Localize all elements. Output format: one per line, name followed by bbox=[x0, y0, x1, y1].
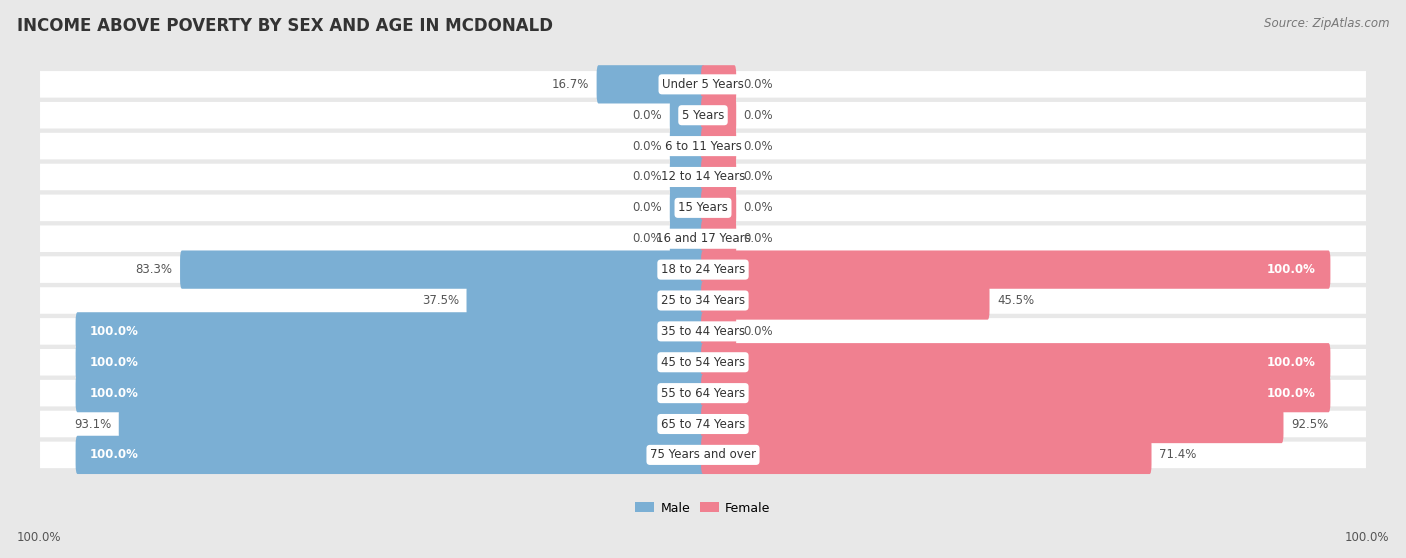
Text: 71.4%: 71.4% bbox=[1159, 449, 1197, 461]
FancyBboxPatch shape bbox=[596, 65, 704, 103]
FancyBboxPatch shape bbox=[702, 312, 737, 350]
FancyBboxPatch shape bbox=[39, 163, 1367, 190]
FancyBboxPatch shape bbox=[702, 251, 1330, 288]
Text: 16.7%: 16.7% bbox=[551, 78, 589, 91]
FancyBboxPatch shape bbox=[702, 220, 737, 258]
Text: Source: ZipAtlas.com: Source: ZipAtlas.com bbox=[1264, 17, 1389, 30]
FancyBboxPatch shape bbox=[39, 195, 1367, 221]
FancyBboxPatch shape bbox=[702, 158, 737, 196]
Text: 100.0%: 100.0% bbox=[17, 531, 62, 544]
Text: 37.5%: 37.5% bbox=[422, 294, 460, 307]
Text: 65 to 74 Years: 65 to 74 Years bbox=[661, 417, 745, 431]
Text: 100.0%: 100.0% bbox=[90, 387, 139, 400]
Text: 0.0%: 0.0% bbox=[633, 109, 662, 122]
FancyBboxPatch shape bbox=[702, 65, 737, 103]
Text: 0.0%: 0.0% bbox=[744, 325, 773, 338]
FancyBboxPatch shape bbox=[669, 189, 704, 227]
Text: 15 Years: 15 Years bbox=[678, 201, 728, 214]
Text: 0.0%: 0.0% bbox=[633, 201, 662, 214]
Text: 100.0%: 100.0% bbox=[90, 449, 139, 461]
FancyBboxPatch shape bbox=[39, 102, 1367, 128]
FancyBboxPatch shape bbox=[702, 96, 737, 134]
FancyBboxPatch shape bbox=[702, 405, 1284, 443]
FancyBboxPatch shape bbox=[467, 281, 704, 320]
Text: 12 to 14 Years: 12 to 14 Years bbox=[661, 171, 745, 184]
FancyBboxPatch shape bbox=[118, 405, 704, 443]
Text: 100.0%: 100.0% bbox=[90, 356, 139, 369]
FancyBboxPatch shape bbox=[702, 127, 737, 165]
FancyBboxPatch shape bbox=[76, 436, 704, 474]
FancyBboxPatch shape bbox=[39, 225, 1367, 252]
Text: 35 to 44 Years: 35 to 44 Years bbox=[661, 325, 745, 338]
FancyBboxPatch shape bbox=[76, 374, 704, 412]
Text: 100.0%: 100.0% bbox=[1267, 263, 1316, 276]
FancyBboxPatch shape bbox=[669, 158, 704, 196]
FancyBboxPatch shape bbox=[702, 189, 737, 227]
Text: 75 Years and over: 75 Years and over bbox=[650, 449, 756, 461]
FancyBboxPatch shape bbox=[76, 343, 704, 382]
Text: Under 5 Years: Under 5 Years bbox=[662, 78, 744, 91]
Text: 25 to 34 Years: 25 to 34 Years bbox=[661, 294, 745, 307]
FancyBboxPatch shape bbox=[702, 343, 1330, 382]
Text: 0.0%: 0.0% bbox=[744, 232, 773, 245]
Text: 0.0%: 0.0% bbox=[744, 78, 773, 91]
FancyBboxPatch shape bbox=[39, 349, 1367, 376]
Text: 45 to 54 Years: 45 to 54 Years bbox=[661, 356, 745, 369]
FancyBboxPatch shape bbox=[76, 312, 704, 350]
Text: 100.0%: 100.0% bbox=[1344, 531, 1389, 544]
Text: 0.0%: 0.0% bbox=[744, 201, 773, 214]
FancyBboxPatch shape bbox=[39, 411, 1367, 437]
Text: 0.0%: 0.0% bbox=[744, 109, 773, 122]
Text: 100.0%: 100.0% bbox=[90, 325, 139, 338]
FancyBboxPatch shape bbox=[39, 318, 1367, 345]
Text: 83.3%: 83.3% bbox=[135, 263, 173, 276]
FancyBboxPatch shape bbox=[39, 133, 1367, 160]
Text: 0.0%: 0.0% bbox=[633, 140, 662, 152]
Text: 45.5%: 45.5% bbox=[997, 294, 1033, 307]
FancyBboxPatch shape bbox=[39, 287, 1367, 314]
FancyBboxPatch shape bbox=[669, 220, 704, 258]
Text: 0.0%: 0.0% bbox=[744, 171, 773, 184]
FancyBboxPatch shape bbox=[702, 436, 1152, 474]
FancyBboxPatch shape bbox=[180, 251, 704, 288]
Text: 92.5%: 92.5% bbox=[1291, 417, 1329, 431]
Text: 93.1%: 93.1% bbox=[75, 417, 111, 431]
Legend: Male, Female: Male, Female bbox=[636, 502, 770, 514]
Text: 0.0%: 0.0% bbox=[744, 140, 773, 152]
Text: 100.0%: 100.0% bbox=[1267, 356, 1316, 369]
FancyBboxPatch shape bbox=[669, 96, 704, 134]
Text: INCOME ABOVE POVERTY BY SEX AND AGE IN MCDONALD: INCOME ABOVE POVERTY BY SEX AND AGE IN M… bbox=[17, 17, 553, 35]
FancyBboxPatch shape bbox=[39, 71, 1367, 98]
FancyBboxPatch shape bbox=[669, 127, 704, 165]
Text: 0.0%: 0.0% bbox=[633, 171, 662, 184]
Text: 0.0%: 0.0% bbox=[633, 232, 662, 245]
Text: 16 and 17 Years: 16 and 17 Years bbox=[655, 232, 751, 245]
FancyBboxPatch shape bbox=[39, 256, 1367, 283]
Text: 100.0%: 100.0% bbox=[1267, 387, 1316, 400]
FancyBboxPatch shape bbox=[702, 374, 1330, 412]
Text: 18 to 24 Years: 18 to 24 Years bbox=[661, 263, 745, 276]
FancyBboxPatch shape bbox=[39, 441, 1367, 468]
Text: 6 to 11 Years: 6 to 11 Years bbox=[665, 140, 741, 152]
FancyBboxPatch shape bbox=[702, 281, 990, 320]
Text: 5 Years: 5 Years bbox=[682, 109, 724, 122]
Text: 55 to 64 Years: 55 to 64 Years bbox=[661, 387, 745, 400]
FancyBboxPatch shape bbox=[39, 380, 1367, 406]
